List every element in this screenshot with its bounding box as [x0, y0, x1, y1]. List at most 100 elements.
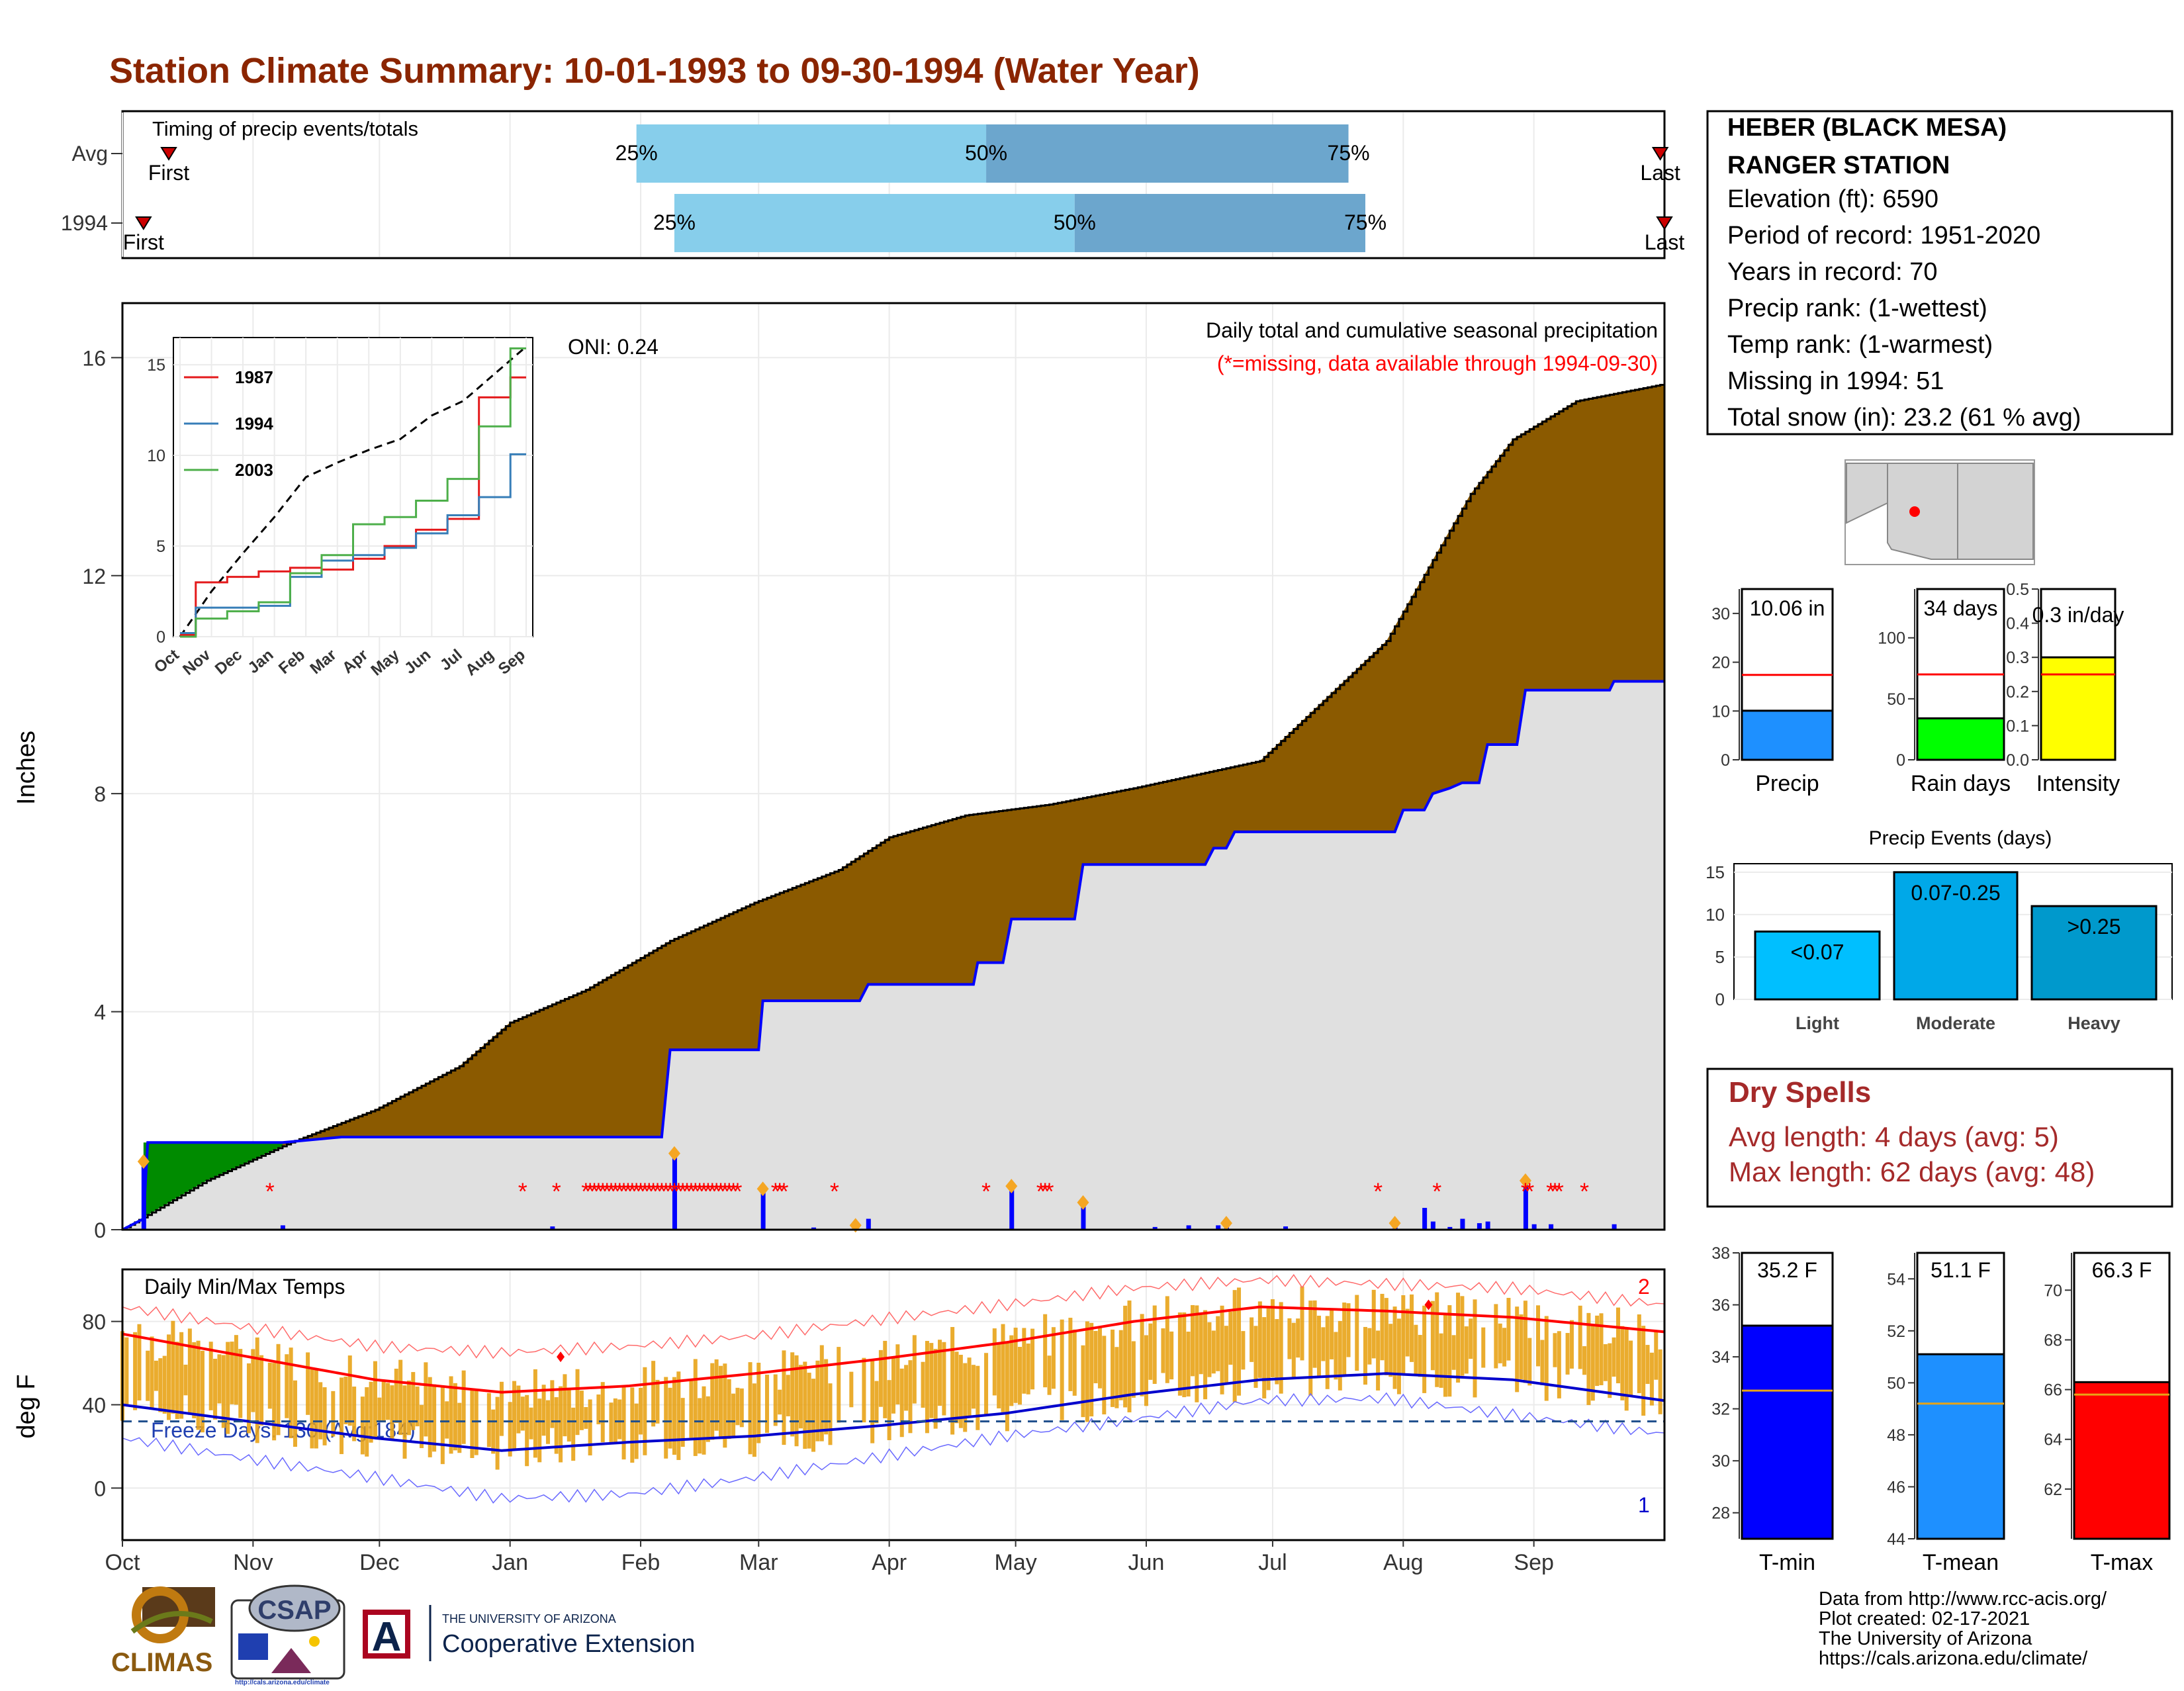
- daily-temp-bar: [950, 1327, 955, 1435]
- daily-temp-bar: [150, 1336, 154, 1410]
- precip-frame: [121, 302, 1666, 1231]
- inset-legend-label: 2003: [235, 460, 273, 480]
- daily-temp-bar: [739, 1388, 744, 1428]
- daily-temp-bar: [171, 1320, 175, 1414]
- daily-temp-bar: [1060, 1319, 1064, 1420]
- daily-temp-bar: [377, 1397, 382, 1422]
- daily-temp-bar: [1557, 1331, 1561, 1398]
- daily-temp-bar: [1026, 1344, 1030, 1394]
- precip-ylabel: Inches: [13, 731, 40, 805]
- events-title: Precip Events (days): [1869, 827, 2052, 849]
- temps-panel: deg F Daily Min/Max Temps Freeze Days: 1…: [13, 1268, 1666, 1541]
- missing-day-marker: *: [712, 1178, 721, 1205]
- daily-temp-bar: [1190, 1304, 1195, 1377]
- daily-temp-bar: [428, 1377, 432, 1457]
- daily-precip-bar: [1523, 1180, 1528, 1230]
- season-totals-bars: 0 10 20 30 10.06 in Precip 0 50 100 34 days Rain d…: [1711, 580, 2124, 796]
- temps-avg-max-line: [122, 1305, 1665, 1394]
- month-label: Feb: [621, 1550, 660, 1575]
- daily-temp-bar: [718, 1365, 723, 1440]
- daily-temp-bar: [1414, 1324, 1418, 1375]
- ua-logo-bottom: Cooperative Extension: [442, 1630, 695, 1658]
- daily-temp-bar: [1608, 1343, 1612, 1398]
- daily-temp-bar: [461, 1370, 466, 1444]
- daily-temp-bar: [402, 1385, 407, 1459]
- daily-temp-bar: [1464, 1326, 1469, 1374]
- timing-panel: Timing of precip events/totals Avg 25% 50% 7…: [61, 110, 1684, 259]
- missing-day-marker: *: [611, 1178, 620, 1205]
- daily-temp-bar: [520, 1396, 525, 1431]
- daily-temp-bar: [735, 1387, 740, 1426]
- heavy-event-marker: [756, 1181, 769, 1197]
- tbars-ytick-label: 62: [2044, 1481, 2062, 1499]
- footer-line4: https://cals.arizona.edu/climate/: [1819, 1648, 2088, 1669]
- daily-temp-bar: [238, 1349, 243, 1418]
- bars3-ytick-label: 0: [1896, 751, 1905, 770]
- missing-day-marker: *: [1373, 1178, 1383, 1205]
- events-ytick-label: 5: [1715, 947, 1725, 967]
- tbars-ytick-label: 64: [2044, 1431, 2062, 1449]
- missing-day-marker: *: [707, 1178, 717, 1205]
- daily-temp-bar: [306, 1352, 310, 1415]
- daily-temp-bar: [1569, 1320, 1574, 1369]
- timing-row-label: Avg: [71, 142, 108, 165]
- station-temp-rank: Temp rank: (1-warmest): [1727, 331, 1993, 359]
- missing-day-marker: *: [725, 1178, 734, 1205]
- daily-temp-bar: [1439, 1333, 1443, 1388]
- daily-temp-bar: [259, 1355, 264, 1426]
- daily-temp-bar: [878, 1349, 883, 1407]
- daily-temp-bar: [976, 1365, 980, 1430]
- daily-temp-bar: [1469, 1318, 1473, 1359]
- daily-temp-bar: [1118, 1330, 1123, 1400]
- missing-day-marker: *: [615, 1178, 624, 1205]
- daily-temp-bar: [563, 1374, 567, 1437]
- missing-day-marker: *: [657, 1178, 666, 1205]
- missing-day-marker: *: [729, 1178, 738, 1205]
- csap-logo-text: CSAP: [257, 1596, 331, 1625]
- daily-temp-bar: [537, 1398, 542, 1463]
- missing-day-marker: *: [518, 1178, 527, 1205]
- daily-temp-bar: [369, 1381, 373, 1443]
- daily-precip-bar: [1430, 1221, 1435, 1230]
- daily-temp-bar: [1612, 1337, 1616, 1377]
- temps-frame: [121, 1268, 1666, 1541]
- inset-frame: [173, 337, 533, 637]
- daily-temp-bar: [1308, 1301, 1313, 1396]
- daily-temp-bar: [246, 1363, 251, 1434]
- daily-temp-bar: [1237, 1287, 1242, 1396]
- daily-temp-bar: [676, 1371, 681, 1460]
- daily-precip-bar: [280, 1225, 285, 1230]
- temps-record-max-line: [122, 1273, 1665, 1359]
- daily-temp-bar: [1410, 1294, 1414, 1362]
- missing-day-marker: *: [1045, 1178, 1054, 1205]
- daily-temp-bar: [693, 1359, 698, 1456]
- daily-temp-bar: [208, 1342, 213, 1410]
- daily-precip-bar: [1283, 1226, 1289, 1230]
- missing-day-marker: *: [691, 1178, 700, 1205]
- daily-temp-bar: [1072, 1329, 1077, 1396]
- missing-day-marker: *: [645, 1178, 654, 1205]
- missing-day-marker: *: [590, 1178, 599, 1205]
- missing-day-marker: *: [1546, 1178, 1555, 1205]
- daily-temp-bar: [1051, 1327, 1056, 1389]
- month-label: Apr: [872, 1550, 907, 1575]
- missing-day-marker: *: [594, 1178, 603, 1205]
- events-category-label: Light: [1796, 1013, 1839, 1033]
- daily-precip-bar: [1447, 1226, 1453, 1230]
- missing-day-marker: *: [627, 1178, 637, 1205]
- missing-day-marker: *: [695, 1178, 704, 1205]
- daily-precip-bar: [1186, 1225, 1191, 1230]
- missing-day-marker: *: [716, 1178, 725, 1205]
- missing-day-marker: *: [649, 1178, 658, 1205]
- ua-logo-letter: A: [372, 1614, 402, 1660]
- daily-temp-bar: [786, 1375, 790, 1416]
- daily-temp-bar: [1043, 1314, 1048, 1388]
- missing-day-marker: *: [661, 1178, 670, 1205]
- footer-line2: Plot created: 02-17-2021: [1819, 1608, 2030, 1629]
- daily-temp-bar: [162, 1355, 167, 1414]
- daily-temp-bar: [571, 1407, 576, 1461]
- csap-url[interactable]: http://cals.arizona.edu/climate: [235, 1679, 330, 1686]
- daily-temp-bar: [1013, 1328, 1018, 1403]
- events-ytick-label: 10: [1706, 905, 1725, 925]
- daily-temp-bar: [971, 1365, 976, 1409]
